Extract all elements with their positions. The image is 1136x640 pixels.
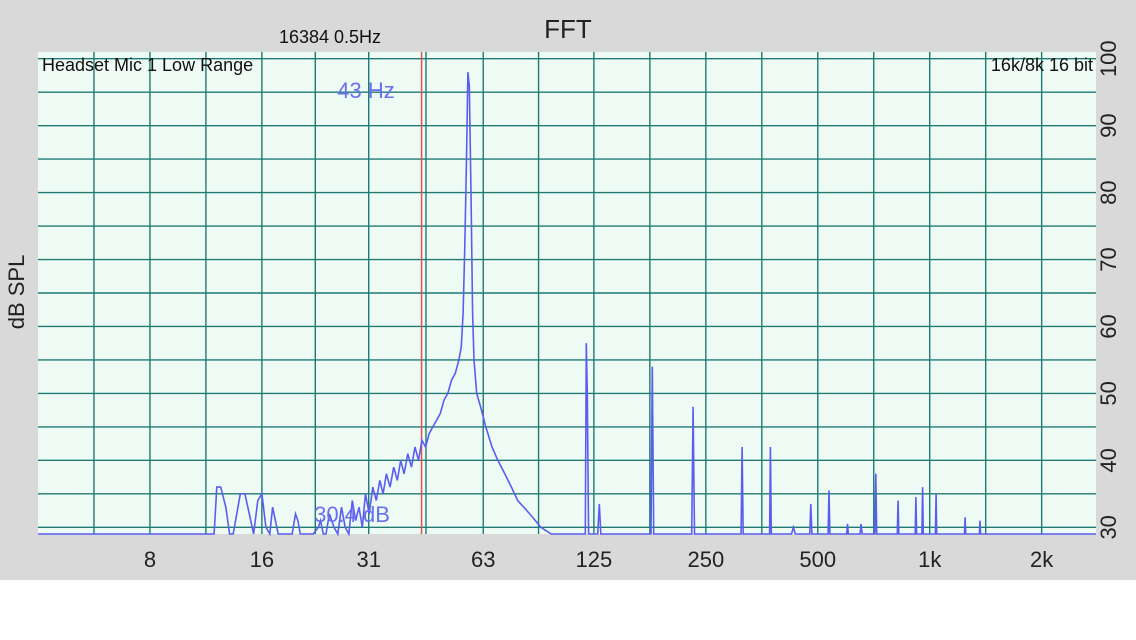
x-tick-label: 8 xyxy=(144,547,156,572)
x-tick-label: 1k xyxy=(918,547,942,572)
y-tick-label: 40 xyxy=(1096,448,1121,472)
fft-info-label: 16384 0.5Hz xyxy=(279,27,381,47)
cursor-frequency-label: 43 Hz xyxy=(337,78,394,103)
x-tick-label: 2k xyxy=(1030,547,1054,572)
y-axis-label: dB SPL xyxy=(4,255,29,330)
x-tick-label: 500 xyxy=(799,547,836,572)
x-tick-label: 31 xyxy=(356,547,380,572)
fft-chart: FFT 16384 0.5Hz dB SPL 8 16 31 63 125 250 500 1… xyxy=(4,14,1121,572)
y-tick-label: 80 xyxy=(1096,180,1121,204)
y-tick-label: 60 xyxy=(1096,314,1121,338)
fft-chart-panel: FFT 16384 0.5Hz dB SPL 8 16 31 63 125 250 500 1… xyxy=(0,0,1136,580)
y-tick-label: 30 xyxy=(1096,515,1121,539)
y-tick-label: 70 xyxy=(1096,247,1121,271)
x-tick-label: 63 xyxy=(471,547,495,572)
chart-title: FFT xyxy=(544,14,592,44)
y-tick-label: 90 xyxy=(1096,113,1121,137)
spectrum-line xyxy=(38,72,1096,537)
y-axis-ticks: 30 40 50 60 70 80 90 100 xyxy=(1096,40,1121,539)
x-tick-label: 125 xyxy=(576,547,613,572)
y-tick-label: 100 xyxy=(1096,40,1121,77)
input-source-label: Headset Mic 1 Low Range xyxy=(42,55,253,75)
cursor-level-label: 30.4 dB xyxy=(314,502,390,527)
x-axis-ticks: 8 16 31 63 125 250 500 1k 2k xyxy=(144,547,1054,572)
x-tick-label: 250 xyxy=(687,547,724,572)
x-tick-label: 16 xyxy=(250,547,274,572)
format-label: 16k/8k 16 bit xyxy=(991,55,1093,75)
grid-lines xyxy=(38,52,1096,534)
y-tick-label: 50 xyxy=(1096,381,1121,405)
